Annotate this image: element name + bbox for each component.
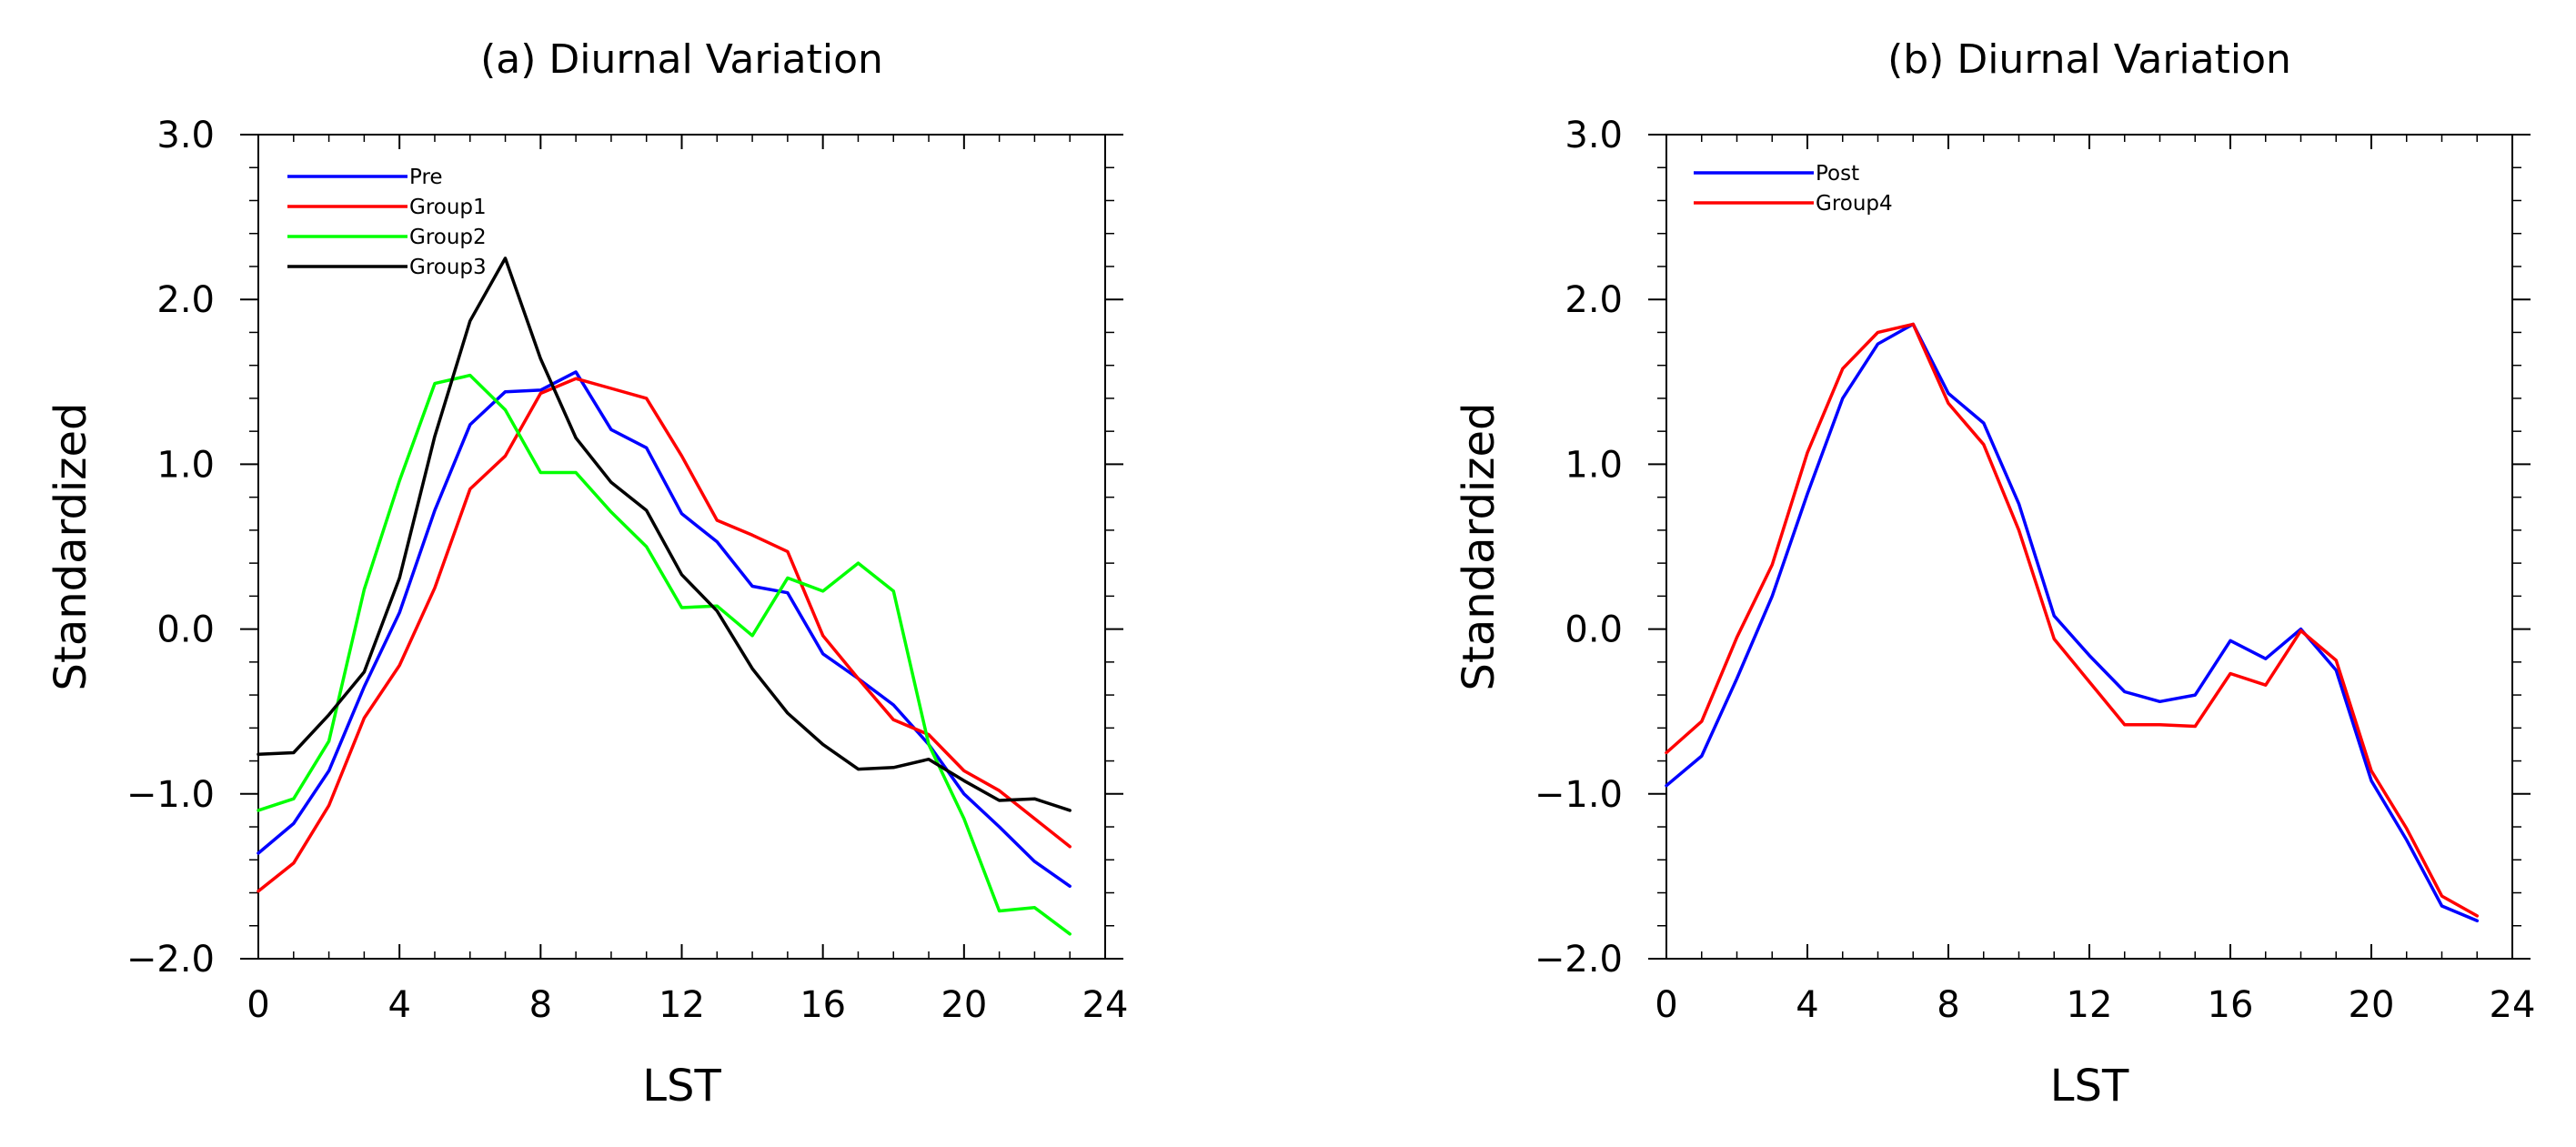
y-axis-label-a: Standardized	[45, 403, 96, 691]
y-tick-label: 3.0	[156, 115, 215, 156]
y-axis-label-b: Standardized	[1454, 403, 1504, 691]
x-tick-label: 8	[1937, 984, 1959, 1026]
x-tick-label: 24	[2490, 984, 2536, 1026]
y-tick-label: −2.0	[126, 939, 215, 981]
x-tick-label: 0	[247, 984, 269, 1026]
x-tick-label: 16	[2208, 984, 2254, 1026]
legend-label-post: Post	[1816, 162, 1859, 186]
legend-label-group3: Group3	[409, 256, 487, 279]
x-tick-label: 12	[2067, 984, 2113, 1026]
series-line-group4	[1665, 322, 2480, 918]
legend-label-group1: Group1	[409, 196, 487, 219]
series-line-group2	[257, 373, 1072, 936]
x-tick-label: 20	[941, 984, 987, 1026]
chart-title-b: (b) Diurnal Variation	[1887, 36, 2291, 83]
y-tick-label: 0.0	[1565, 609, 1623, 651]
x-tick-label: 16	[800, 984, 846, 1026]
x-axis-label-a: LST	[642, 1061, 721, 1112]
legend-label-group2: Group2	[409, 226, 487, 249]
y-tick-label: 2.0	[1565, 279, 1623, 321]
x-axis-label-b: LST	[2050, 1061, 2129, 1112]
y-tick-label: 2.0	[156, 279, 215, 321]
y-tick-label: 3.0	[1565, 115, 1623, 156]
panel-b: (b) Diurnal Variation 0 4 8 12 16 20 24 3.0 2.0 1.…	[1454, 36, 2535, 1112]
y-tick-label: 1.0	[1565, 444, 1623, 486]
x-tick-label: 24	[1082, 984, 1129, 1026]
legend-label-group4: Group4	[1816, 192, 1893, 216]
chart-title-a: (a) Diurnal Variation	[480, 36, 883, 83]
y-tick-label: 0.0	[156, 609, 215, 651]
x-tick-label: 4	[1796, 984, 1818, 1026]
series-line-post	[1665, 322, 2480, 923]
legend-label-pre: Pre	[409, 166, 443, 189]
x-tick-label: 12	[659, 984, 705, 1026]
y-tick-label: −2.0	[1535, 939, 1623, 981]
series-line-pre	[257, 370, 1072, 889]
x-tick-label: 4	[387, 984, 410, 1026]
x-tick-label: 20	[2349, 984, 2395, 1026]
y-tick-label: −1.0	[126, 774, 215, 816]
y-tick-label: −1.0	[1535, 774, 1623, 816]
panel-a: (a) Diurnal Variation 0 4 8 12 16 20 24 3.0 2.0 1.…	[45, 36, 1128, 1112]
series-line-group3	[257, 257, 1072, 812]
series-line-group1	[257, 377, 1072, 893]
x-tick-label: 8	[529, 984, 552, 1026]
x-tick-label: 0	[1655, 984, 1677, 1026]
y-tick-label: 1.0	[156, 444, 215, 486]
